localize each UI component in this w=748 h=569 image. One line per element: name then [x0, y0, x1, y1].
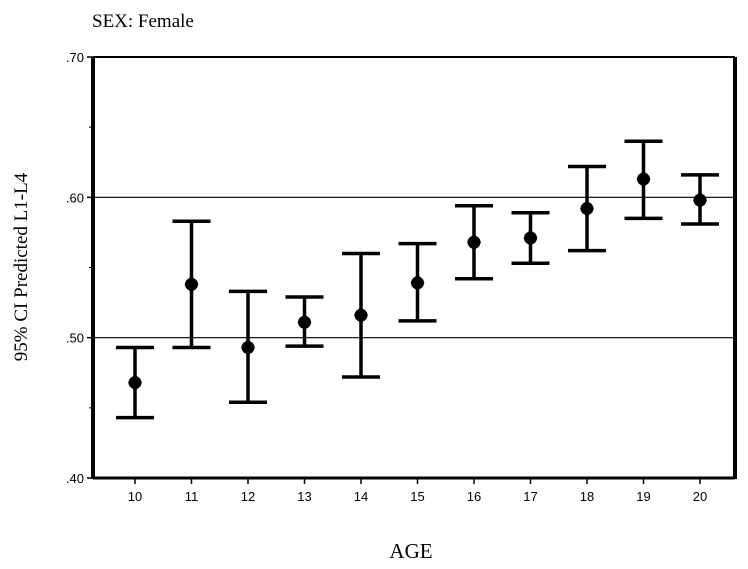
x-tick-label: 16 — [467, 489, 481, 504]
mean-diamond — [128, 373, 142, 392]
mean-diamond — [354, 306, 368, 325]
error-bar-11 — [172, 219, 211, 350]
x-tick-label: 14 — [354, 489, 368, 504]
y-axis-ticks: .40 .50 .60 .70 — [66, 50, 93, 486]
x-tick-label: 12 — [241, 489, 255, 504]
error-bar-16 — [455, 204, 493, 281]
x-tick-label: 17 — [523, 489, 537, 504]
x-axis-ticks: 10 11 12 13 14 15 16 17 18 19 20 — [128, 478, 707, 504]
chart-title: SEX: Female — [92, 11, 194, 32]
mean-diamond — [410, 273, 425, 292]
x-tick-label: 20 — [693, 489, 707, 504]
x-tick-label: 19 — [636, 489, 650, 504]
mean-diamond — [467, 233, 481, 252]
x-tick-label: 15 — [410, 489, 424, 504]
x-tick-label: 13 — [297, 489, 311, 504]
y-axis-label: 95% CI Predicted L1-L4 — [11, 172, 32, 361]
error-bar-10 — [116, 345, 154, 420]
mean-diamond — [636, 170, 651, 189]
error-bars — [116, 139, 719, 420]
mean-diamond — [297, 313, 312, 332]
y-tick-label: .60 — [66, 190, 84, 205]
y-tick-label: .40 — [66, 471, 84, 486]
mean-diamond — [580, 199, 594, 218]
error-bar-13 — [285, 295, 324, 348]
x-axis-label: AGE — [389, 539, 432, 563]
error-bar-19 — [624, 139, 663, 221]
x-tick-label: 11 — [185, 489, 199, 504]
y-tick-label: .70 — [66, 50, 84, 65]
error-bar-14 — [342, 251, 380, 379]
mean-diamond — [184, 275, 199, 294]
mean-diamond — [241, 338, 255, 357]
x-tick-label: 10 — [128, 489, 142, 504]
error-bar-12 — [229, 289, 267, 404]
mean-diamond — [693, 191, 707, 210]
y-tick-label: .50 — [66, 331, 84, 346]
mean-diamond — [523, 229, 538, 248]
error-bar-20 — [681, 173, 719, 226]
error-bar-15 — [398, 241, 437, 323]
error-bar-18 — [568, 164, 606, 253]
gridlines — [93, 196, 735, 339]
error-bar-17 — [511, 211, 550, 266]
x-tick-label: 18 — [580, 489, 594, 504]
